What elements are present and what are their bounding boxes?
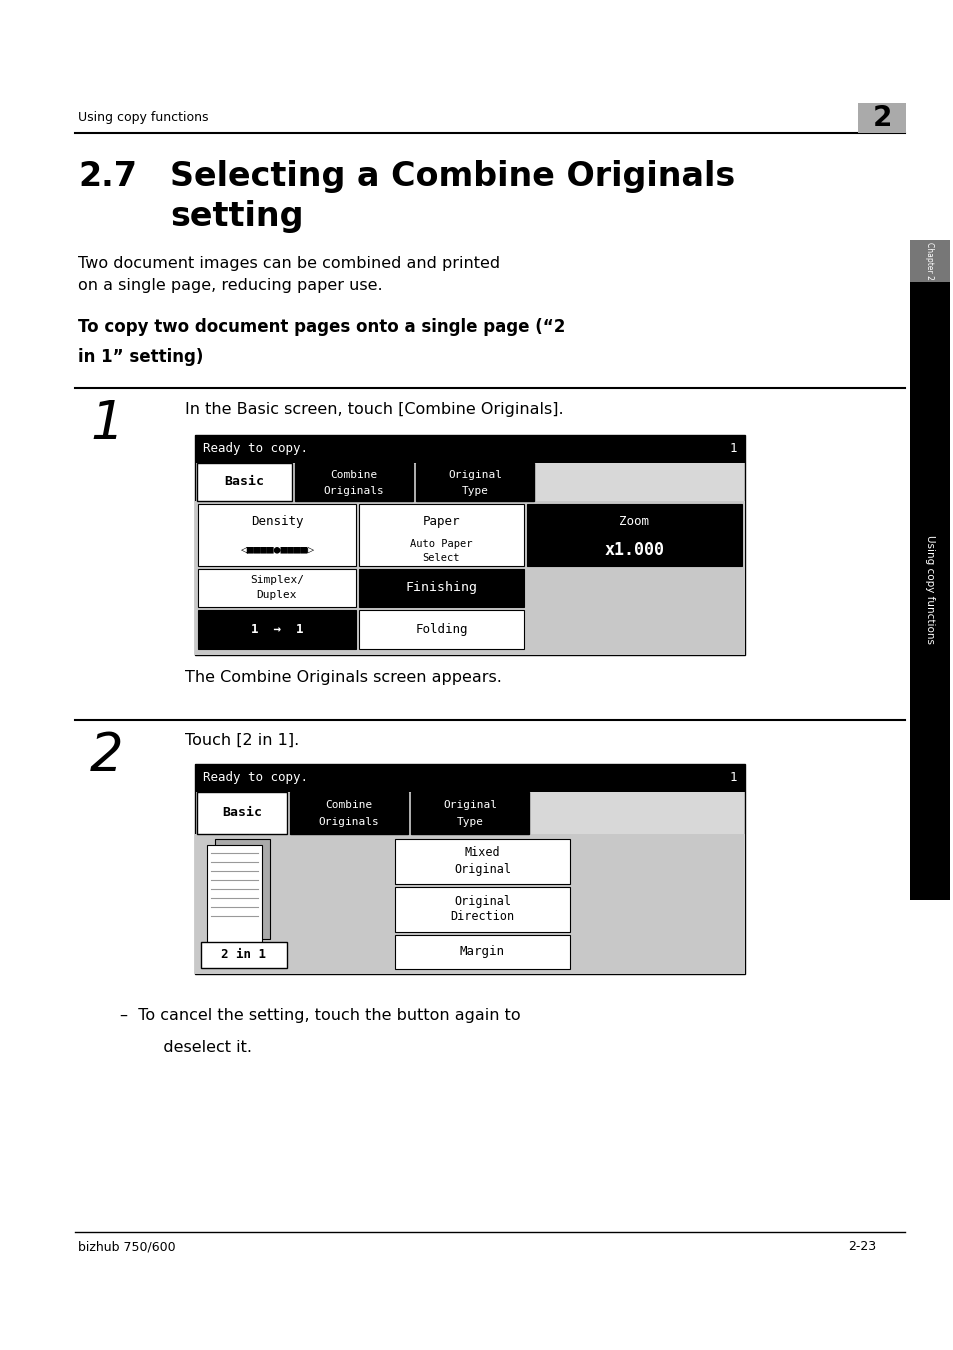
- Text: Original: Original: [454, 863, 511, 876]
- Text: in 1” setting): in 1” setting): [78, 348, 203, 366]
- Text: Mixed: Mixed: [464, 846, 499, 860]
- Bar: [909, 279, 949, 900]
- Bar: [194, 435, 744, 463]
- Text: Zoom: Zoom: [618, 516, 649, 528]
- Bar: [526, 504, 741, 566]
- Text: –  To cancel the setting, touch the button again to: – To cancel the setting, touch the butto…: [120, 1008, 520, 1023]
- Text: 2-23: 2-23: [847, 1241, 875, 1253]
- Text: bizhub 750/600: bizhub 750/600: [78, 1241, 175, 1253]
- Text: setting: setting: [170, 200, 303, 234]
- Bar: [358, 610, 523, 649]
- Bar: [194, 764, 744, 973]
- Text: Chapter 2: Chapter 2: [924, 242, 934, 279]
- Text: 2.7: 2.7: [78, 161, 137, 193]
- Bar: [194, 764, 744, 792]
- Bar: [294, 463, 413, 501]
- Text: Basic: Basic: [222, 806, 262, 819]
- Bar: [196, 463, 292, 501]
- Text: 1: 1: [729, 771, 737, 784]
- Bar: [909, 240, 949, 282]
- Bar: [411, 792, 529, 834]
- Text: Original: Original: [442, 801, 497, 810]
- Bar: [201, 942, 287, 968]
- Text: Ready to copy.: Ready to copy.: [203, 443, 308, 455]
- Text: Type: Type: [461, 486, 488, 495]
- Bar: [358, 568, 523, 608]
- Text: Auto Paper: Auto Paper: [410, 539, 473, 549]
- Text: Direction: Direction: [450, 910, 514, 923]
- Text: 2: 2: [90, 730, 123, 782]
- Text: 2: 2: [871, 104, 891, 132]
- Text: Margin: Margin: [459, 945, 504, 958]
- Text: Original: Original: [448, 470, 501, 481]
- Text: Type: Type: [456, 817, 483, 828]
- Text: Ready to copy.: Ready to copy.: [203, 771, 308, 784]
- Bar: [358, 504, 523, 566]
- Text: 1  →  1: 1 → 1: [251, 622, 303, 636]
- Bar: [395, 838, 569, 884]
- Bar: [857, 103, 905, 134]
- Bar: [196, 792, 287, 834]
- Text: Touch [2 in 1].: Touch [2 in 1].: [185, 733, 299, 748]
- Bar: [198, 610, 355, 649]
- Text: To copy two document pages onto a single page (“2: To copy two document pages onto a single…: [78, 319, 565, 336]
- Text: Combine: Combine: [330, 470, 377, 481]
- Text: Combine: Combine: [325, 801, 373, 810]
- Text: In the Basic screen, touch [Combine Originals].: In the Basic screen, touch [Combine Orig…: [185, 402, 563, 417]
- Text: Finishing: Finishing: [405, 582, 477, 594]
- Bar: [198, 568, 355, 608]
- Text: Duplex: Duplex: [256, 590, 297, 599]
- Text: Basic: Basic: [224, 475, 264, 489]
- Text: Folding: Folding: [415, 622, 467, 636]
- Bar: [198, 504, 355, 566]
- Text: Using copy functions: Using copy functions: [78, 112, 209, 124]
- Text: Two document images can be combined and printed
on a single page, reducing paper: Two document images can be combined and …: [78, 256, 499, 293]
- Bar: [207, 845, 262, 945]
- Text: Originals: Originals: [323, 486, 384, 495]
- Bar: [395, 936, 569, 969]
- Text: Paper: Paper: [422, 516, 459, 528]
- Bar: [194, 501, 744, 655]
- Bar: [194, 834, 744, 973]
- Bar: [290, 792, 408, 834]
- Text: ◁■■■■●■■■■▷: ◁■■■■●■■■■▷: [239, 544, 314, 554]
- Bar: [416, 463, 534, 501]
- Text: Originals: Originals: [318, 817, 379, 828]
- Text: Simplex/: Simplex/: [250, 575, 304, 585]
- Text: Density: Density: [251, 516, 303, 528]
- Bar: [194, 435, 744, 655]
- Text: Using copy functions: Using copy functions: [924, 536, 934, 644]
- Text: Original: Original: [454, 895, 511, 907]
- Text: deselect it.: deselect it.: [148, 1040, 252, 1054]
- Text: 1: 1: [729, 443, 737, 455]
- Text: Select: Select: [422, 554, 459, 563]
- Bar: [214, 838, 270, 940]
- Text: Selecting a Combine Originals: Selecting a Combine Originals: [170, 161, 735, 193]
- Text: x1.000: x1.000: [604, 541, 664, 559]
- Text: The Combine Originals screen appears.: The Combine Originals screen appears.: [185, 670, 501, 684]
- Bar: [395, 887, 569, 931]
- Text: 1: 1: [90, 398, 123, 450]
- Text: 2 in 1: 2 in 1: [221, 949, 266, 961]
